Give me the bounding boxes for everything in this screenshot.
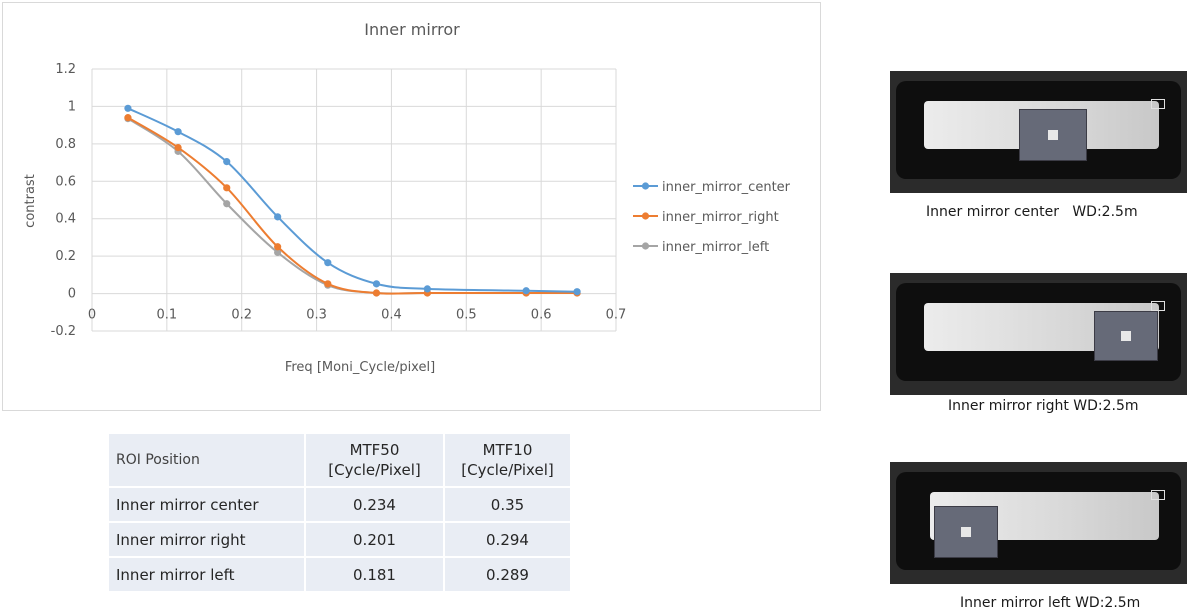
mirror-screen bbox=[924, 101, 1159, 161]
table-header-row: ROI Position MTF50 [Cycle/Pixel] MTF10 [… bbox=[107, 432, 572, 488]
legend-marker bbox=[641, 242, 650, 250]
mirror-photo-center bbox=[890, 71, 1187, 193]
target-center-square bbox=[1048, 130, 1058, 140]
test-chart-target bbox=[1019, 109, 1087, 161]
chart-panel: Inner mirror -0.2 0 0.2 0.4 0.6 0.8 1 1.2 0 0.1 0.… bbox=[2, 2, 821, 411]
series-line-inner_mirror_center bbox=[127, 107, 578, 293]
x-axis-title: Freq [Moni_Cycle/pixel] bbox=[285, 360, 435, 375]
series-line-inner_mirror_left bbox=[127, 117, 578, 295]
mirror-indicator-icon bbox=[1151, 490, 1165, 500]
legend-label: inner_mirror_center bbox=[662, 180, 791, 195]
y-tick-label: 0.4 bbox=[55, 212, 76, 227]
legend-label: inner_mirror_right bbox=[662, 210, 779, 225]
data-point-inner_mirror_right bbox=[124, 114, 132, 122]
y-tick-label: 1 bbox=[68, 99, 76, 114]
header-mtf50: MTF50 [Cycle/Pixel] bbox=[304, 432, 445, 488]
test-chart-target bbox=[1094, 311, 1158, 361]
data-point-inner_mirror_center bbox=[522, 287, 530, 295]
table-row: Inner mirror left 0.181 0.289 bbox=[107, 556, 572, 593]
data-point-inner_mirror_right bbox=[324, 280, 332, 288]
x-tick-label: 0.5 bbox=[456, 308, 477, 323]
mtf-line-chart: Inner mirror -0.2 0 0.2 0.4 0.6 0.8 1 1.2 0 0.1 0.… bbox=[23, 20, 791, 375]
y-tick-label: 0.8 bbox=[55, 137, 76, 152]
header-mtf50-label: MTF50 bbox=[349, 441, 400, 459]
y-tick-label: 0 bbox=[68, 287, 76, 302]
mirror-body bbox=[896, 81, 1181, 179]
y-tick-label: 0.2 bbox=[55, 249, 76, 264]
table-cell-roi: Inner mirror right bbox=[107, 521, 306, 558]
mirror-photo-left bbox=[890, 462, 1187, 584]
data-point-inner_mirror_right bbox=[174, 144, 182, 152]
legend-label: inner_mirror_left bbox=[662, 240, 769, 255]
table-cell-mtf50: 0.234 bbox=[304, 486, 445, 523]
x-tick-label: 0 bbox=[88, 308, 96, 323]
x-tick-label: 0.7 bbox=[606, 308, 627, 323]
data-point-inner_mirror_left bbox=[223, 200, 231, 208]
data-point-inner_mirror_right bbox=[274, 243, 282, 251]
y-axis-title: contrast bbox=[23, 174, 38, 228]
chart-grid bbox=[91, 68, 617, 332]
table-cell-mtf10: 0.35 bbox=[443, 486, 572, 523]
y-tick-label: 0.6 bbox=[55, 174, 76, 189]
table-cell-mtf10: 0.294 bbox=[443, 521, 572, 558]
test-chart-target bbox=[934, 506, 998, 558]
data-point-inner_mirror_right bbox=[223, 184, 231, 192]
data-point-inner_mirror_center bbox=[124, 104, 132, 112]
table-cell-mtf10: 0.289 bbox=[443, 556, 572, 593]
data-point-inner_mirror_center bbox=[223, 158, 231, 166]
data-point-inner_mirror_right bbox=[372, 289, 381, 297]
table-cell-roi: Inner mirror left bbox=[107, 556, 306, 593]
mirror-indicator-icon bbox=[1151, 99, 1165, 109]
data-point-inner_mirror_center bbox=[372, 280, 381, 288]
y-tick-label: -0.2 bbox=[51, 324, 76, 339]
mirror-indicator-icon bbox=[1151, 301, 1165, 311]
table-cell-mtf50: 0.201 bbox=[304, 521, 445, 558]
chart-title: Inner mirror bbox=[364, 20, 460, 39]
x-tick-label: 0.1 bbox=[157, 308, 178, 323]
legend-marker bbox=[641, 182, 650, 190]
data-point-inner_mirror_center bbox=[573, 288, 581, 296]
y-tick-label: 1.2 bbox=[55, 62, 76, 77]
caption-right: Inner mirror right WD:2.5m bbox=[948, 398, 1139, 414]
data-point-inner_mirror_center bbox=[174, 128, 182, 136]
mtf-summary-table: ROI Position MTF50 [Cycle/Pixel] MTF10 [… bbox=[107, 432, 572, 593]
x-tick-label: 0.2 bbox=[231, 308, 252, 323]
chart-series bbox=[124, 104, 581, 297]
header-mtf10-label: MTF10 bbox=[482, 441, 533, 459]
table-cell-mtf50: 0.181 bbox=[304, 556, 445, 593]
x-tick-label: 0.4 bbox=[381, 308, 402, 323]
mirror-screen bbox=[930, 492, 1159, 558]
header-mtf10-unit: [Cycle/Pixel] bbox=[461, 461, 554, 479]
data-point-inner_mirror_center bbox=[324, 259, 332, 267]
table-cell-roi: Inner mirror center bbox=[107, 486, 306, 523]
target-center-square bbox=[1121, 331, 1131, 342]
data-point-inner_mirror_left bbox=[274, 248, 282, 256]
legend-marker bbox=[641, 212, 650, 220]
mirror-photo-right bbox=[890, 273, 1187, 395]
table-row: Inner mirror center 0.234 0.35 bbox=[107, 486, 572, 523]
header-roi-position: ROI Position bbox=[107, 432, 306, 488]
target-center-square bbox=[961, 527, 971, 537]
x-tick-label: 0.3 bbox=[306, 308, 327, 323]
data-point-inner_mirror_center bbox=[423, 285, 431, 293]
mirror-screen bbox=[924, 303, 1159, 361]
data-point-inner_mirror_center bbox=[274, 213, 282, 221]
chart-legend: inner_mirror_center inner_mirror_rightinn… bbox=[633, 180, 791, 255]
caption-left: Inner mirror left WD:2.5m bbox=[960, 595, 1141, 611]
chart-ticks: -0.2 0 0.2 0.4 0.6 0.8 1 1.2 0 0.1 0.2 0.3 0.4 0.5 0.6… bbox=[51, 62, 627, 339]
caption-center: Inner mirror center WD:2.5m bbox=[926, 204, 1138, 220]
table-row: Inner mirror right 0.201 0.294 bbox=[107, 521, 572, 558]
header-mtf50-unit: [Cycle/Pixel] bbox=[328, 461, 421, 479]
header-mtf10: MTF10 [Cycle/Pixel] bbox=[443, 432, 572, 488]
mirror-body bbox=[896, 283, 1181, 381]
mirror-body bbox=[896, 472, 1181, 570]
x-tick-label: 0.6 bbox=[531, 308, 552, 323]
